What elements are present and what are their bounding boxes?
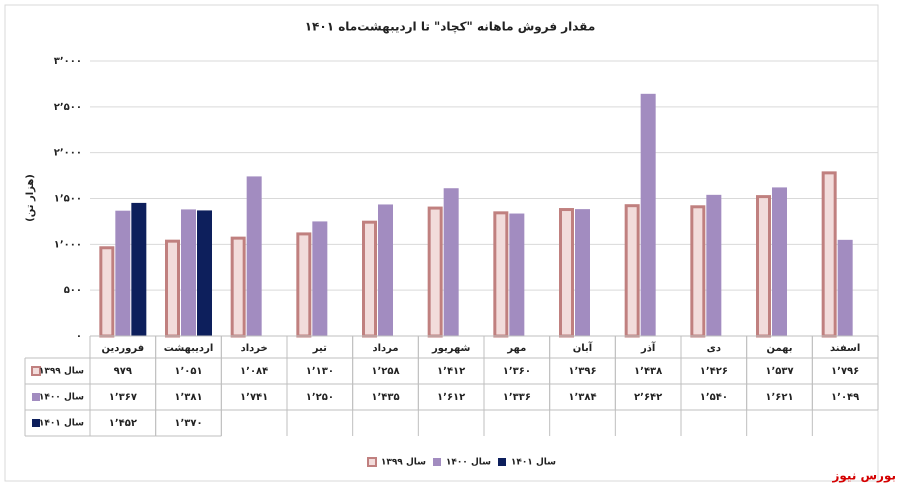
data-label: ۱٬۲۵۸ — [371, 366, 399, 377]
x-tick-label: بهمن — [766, 343, 792, 354]
data-label: ۱٬۴۲۶ — [700, 366, 728, 377]
bar — [246, 176, 262, 336]
data-label: ۱٬۳۸۴ — [568, 392, 596, 403]
bar — [197, 210, 212, 336]
table-row-label: سال ۱۴۰۰ — [39, 393, 84, 403]
bar — [624, 204, 640, 338]
bar — [115, 210, 131, 336]
bar — [362, 220, 377, 338]
y-axis-label: (هزار تن) — [25, 174, 36, 222]
data-label: ۱٬۷۴۱ — [240, 392, 268, 403]
watermark: بورس نیوز — [831, 469, 896, 484]
y-tick-label: ۳٬۰۰۰ — [54, 56, 82, 67]
x-tick-label: دی — [707, 343, 721, 354]
data-label: ۱٬۰۸۴ — [240, 366, 268, 377]
data-label: ۱٬۴۱۲ — [437, 366, 465, 377]
legend-key — [367, 457, 377, 467]
chart-title: مقدار فروش ماهانه "کچاد" تا اردیبهشت‌ماه… — [305, 20, 596, 35]
x-tick-label: اسفند — [830, 343, 860, 354]
data-label: ۱٬۲۵۰ — [306, 392, 334, 403]
data-label: ۱٬۷۹۶ — [831, 366, 859, 377]
data-label: ۱٬۴۳۵ — [371, 392, 399, 403]
x-tick-label: تیر — [312, 343, 327, 354]
bar — [837, 239, 853, 336]
y-tick-label: ۵۰۰ — [64, 285, 82, 296]
bar — [131, 202, 147, 336]
bar — [165, 239, 180, 338]
x-tick-label: مهر — [506, 343, 526, 354]
data-label: ۱٬۳۶۰ — [503, 366, 531, 377]
x-tick-label: شهریور — [431, 343, 471, 354]
y-tick-label: ۱٬۰۰۰ — [54, 239, 82, 250]
bar — [443, 188, 459, 336]
y-tick-label: ۰ — [76, 331, 82, 342]
data-label: ۱٬۶۲۱ — [765, 392, 793, 403]
y-tick-label: ۲٬۰۰۰ — [54, 148, 82, 159]
bar — [378, 204, 393, 336]
bar — [706, 194, 722, 336]
y-tick-label: ۲٬۵۰۰ — [54, 102, 82, 113]
bar — [690, 205, 706, 338]
legend-label: سال ۱۳۹۹ — [381, 458, 426, 468]
legend-label: سال ۱۴۰۱ — [511, 458, 556, 468]
bar — [575, 209, 590, 336]
x-tick-label: مرداد — [372, 343, 398, 354]
legend-key — [433, 458, 441, 466]
x-tick-label: خرداد — [241, 343, 268, 354]
data-label: ۱٬۰۴۹ — [831, 392, 859, 403]
data-label: ۱٬۴۵۲ — [109, 418, 137, 429]
data-label: ۱٬۳۸۱ — [174, 392, 202, 403]
data-label: ۱٬۵۳۷ — [765, 366, 793, 377]
data-label: ۱٬۰۵۱ — [174, 366, 202, 377]
bar — [559, 208, 574, 338]
bar — [296, 232, 312, 338]
data-label: ۲٬۶۴۲ — [634, 392, 662, 403]
data-label: ۱٬۳۶۷ — [109, 392, 137, 403]
bar — [772, 187, 787, 336]
legend-label: سال ۱۴۰۰ — [446, 458, 491, 468]
bar — [640, 93, 656, 336]
bar — [230, 236, 246, 338]
legend-key — [31, 366, 41, 376]
data-label: ۱٬۵۴۰ — [700, 392, 728, 403]
legend-key — [32, 393, 40, 401]
bar — [181, 209, 196, 336]
legend-key — [32, 419, 40, 427]
x-tick-label: آذر — [640, 341, 656, 354]
table-row-label: سال ۱۳۹۹ — [39, 367, 84, 377]
x-tick-label: آبان — [573, 341, 593, 354]
data-label: ۱٬۴۳۸ — [634, 366, 662, 377]
data-label: ۱٬۳۹۶ — [568, 366, 596, 377]
bar — [756, 195, 771, 338]
x-tick-label: فروردین — [102, 343, 145, 354]
bar — [99, 246, 115, 338]
table-row-label: سال ۱۴۰۱ — [39, 419, 84, 429]
x-tick-label: اردیبهشت — [164, 343, 214, 354]
bar — [509, 213, 525, 336]
data-label: ۹۷۹ — [114, 366, 132, 377]
bar — [493, 211, 509, 338]
bar — [427, 206, 443, 338]
data-label: ۱٬۱۳۰ — [306, 366, 334, 377]
legend-key — [498, 458, 506, 466]
y-tick-label: ۱٬۵۰۰ — [54, 194, 82, 205]
bar — [312, 221, 328, 336]
data-label: ۱٬۶۱۲ — [437, 392, 465, 403]
data-label: ۱٬۳۳۶ — [503, 392, 531, 403]
bar — [821, 171, 837, 338]
data-label: ۱٬۳۷۰ — [174, 418, 202, 429]
